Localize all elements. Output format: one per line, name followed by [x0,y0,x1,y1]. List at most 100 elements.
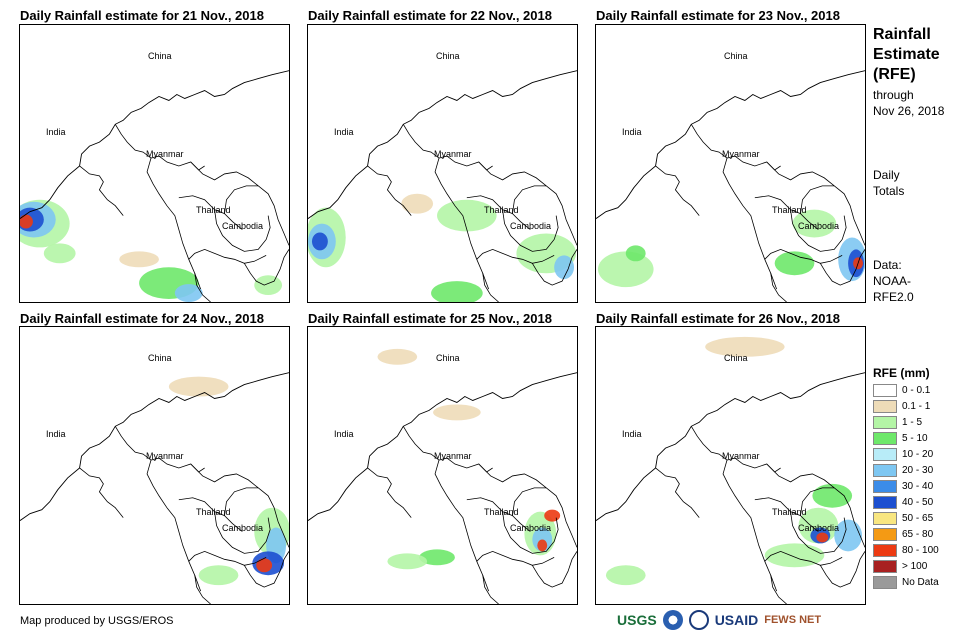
country-border [770,575,787,604]
country-border [79,165,124,216]
legend-swatch [873,575,897,589]
map-canvas [20,70,289,302]
country-label-india: India [46,127,66,137]
country-border [502,209,559,252]
rainfall-area [433,404,481,421]
country-border [478,161,577,246]
sidebar-data-label: Data: [873,258,902,272]
country-border [194,273,211,302]
sidebar-through-label: through [873,88,914,102]
country-border [194,575,211,604]
coastline [596,70,865,219]
rainfall-map-nov-25: China India Myanmar Thailand Cambodia [307,326,578,605]
country-border [766,463,865,548]
country-label-china: China [148,353,172,363]
country-border [819,551,865,588]
usaid-logo: USAID [714,612,759,628]
rainfall-area [597,251,654,288]
legend-label: 50 - 65 [902,512,934,524]
country-border [482,273,499,302]
legend-item: 1 - 5 [873,415,922,429]
rainfall-area [625,245,646,262]
country-border [114,124,205,171]
country-border [178,497,243,532]
legend-swatch [873,479,897,493]
country-label-cambodia: Cambodia [510,523,552,533]
country-label-thailand: Thailand [484,507,519,517]
country-border [402,426,493,473]
map-canvas [596,70,865,302]
rainfall-area [705,336,785,357]
rainfall-map-nov-26: China India Myanmar Thailand Cambodia [595,326,866,605]
country-label-india: India [622,429,642,439]
country-label-myanmar: Myanmar [434,149,472,159]
map-canvas [20,372,289,604]
country-label-india: India [334,127,354,137]
legend-swatch [873,415,897,429]
country-border [655,165,700,216]
sidebar-daily: Daily [873,168,900,182]
country-border [800,487,835,516]
legend-swatch [873,543,897,557]
country-label-myanmar: Myanmar [146,451,184,461]
coastline [308,372,577,521]
legend-label: 30 - 40 [902,480,934,492]
country-label-china: China [724,51,748,61]
country-label-india: India [46,429,66,439]
country-label-thailand: Thailand [196,205,231,215]
legend-item: 0 - 0.1 [873,383,930,397]
country-label-cambodia: Cambodia [222,523,264,533]
panel-title-6: Daily Rainfall estimate for 26 Nov., 201… [596,311,840,326]
country-border [722,459,778,592]
country-border [190,161,289,246]
country-border [188,550,267,566]
rainfall-area [544,509,561,522]
legend-swatch [873,527,897,541]
rainfall-area [437,199,497,232]
country-label-thailand: Thailand [772,205,807,215]
sidebar-daily-totals: Daily Totals [873,167,904,199]
country-border [466,195,531,230]
country-border [502,511,559,554]
country-label-cambodia: Cambodia [222,221,264,231]
legend-label: 80 - 100 [902,544,939,556]
country-border [214,511,271,554]
map-canvas [308,70,577,302]
rainfall-area [20,214,33,229]
country-border [512,487,547,516]
country-border [478,463,577,548]
legend-swatch [873,399,897,413]
sidebar-totals: Totals [873,184,905,198]
rainfall-area [834,519,863,552]
country-border [243,551,289,588]
panel-title-3: Daily Rainfall estimate for 23 Nov., 201… [596,8,840,23]
country-border [764,550,843,566]
country-border [476,550,555,566]
sidebar-title-line3: (RFE) [873,66,916,83]
legend-item: > 100 [873,559,927,573]
country-border [434,459,490,592]
sidebar-through: through Nov 26, 2018 [873,87,944,119]
rainfall-area [168,376,229,397]
legend-label: 0 - 0.1 [902,384,931,396]
legend-swatch [873,431,897,445]
rainfall-area [43,243,76,264]
country-label-china: China [436,353,460,363]
sidebar-title-line2: Estimate [873,46,940,63]
panel-title-5: Daily Rainfall estimate for 25 Nov., 201… [308,311,552,326]
country-border [214,209,271,252]
country-label-india: India [622,127,642,137]
country-border [476,248,555,264]
legend-item: 50 - 65 [873,511,933,525]
legend-item: No Data [873,575,939,589]
usgs-logo: USGS [617,612,657,628]
country-border [466,497,531,532]
legend-label: > 100 [902,560,928,572]
country-border [790,511,847,554]
rainfall-area [198,565,239,586]
map-canvas [596,336,865,604]
country-border [243,249,289,286]
sidebar-data-source-1: NOAA- [873,274,912,288]
rainfall-map-nov-21: China India Myanmar Thailand Cambodia [19,24,290,303]
legend-item: 20 - 30 [873,463,933,477]
